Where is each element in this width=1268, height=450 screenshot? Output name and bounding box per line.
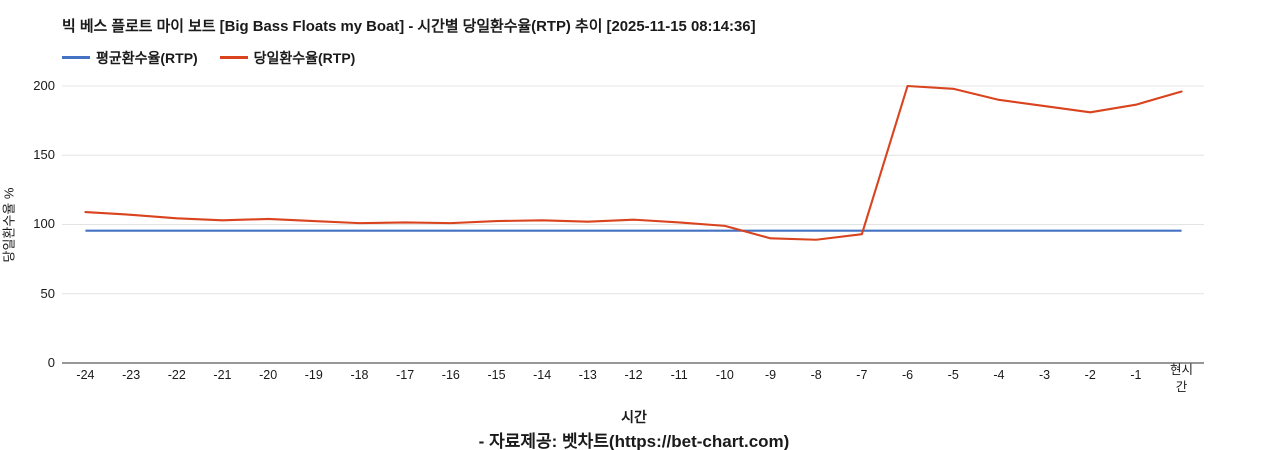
svg-text:-1: -1 xyxy=(1130,368,1141,382)
svg-text:현시: 현시 xyxy=(1170,363,1193,377)
svg-text:-24: -24 xyxy=(76,368,94,382)
svg-text:-2: -2 xyxy=(1085,368,1096,382)
svg-text:0: 0 xyxy=(48,355,55,370)
svg-text:-4: -4 xyxy=(993,368,1004,382)
svg-text:-8: -8 xyxy=(811,368,822,382)
svg-text:100: 100 xyxy=(33,216,55,231)
svg-text:-14: -14 xyxy=(533,368,551,382)
svg-text:간: 간 xyxy=(1176,380,1188,394)
svg-text:150: 150 xyxy=(33,147,55,162)
svg-text:-6: -6 xyxy=(902,368,913,382)
svg-text:-19: -19 xyxy=(305,368,323,382)
svg-text:-12: -12 xyxy=(624,368,642,382)
svg-text:-17: -17 xyxy=(396,368,414,382)
svg-text:200: 200 xyxy=(33,78,55,93)
svg-text:-22: -22 xyxy=(168,368,186,382)
svg-text:-11: -11 xyxy=(671,368,688,382)
svg-text:-7: -7 xyxy=(856,368,867,382)
svg-text:-15: -15 xyxy=(487,368,505,382)
svg-text:-5: -5 xyxy=(948,368,959,382)
svg-text:-20: -20 xyxy=(259,368,277,382)
svg-text:-3: -3 xyxy=(1039,368,1050,382)
svg-text:-18: -18 xyxy=(350,368,368,382)
svg-text:-16: -16 xyxy=(442,368,460,382)
svg-text:-13: -13 xyxy=(579,368,597,382)
svg-text:-9: -9 xyxy=(765,368,776,382)
svg-text:50: 50 xyxy=(41,286,55,301)
svg-text:-21: -21 xyxy=(213,368,231,382)
svg-text:-10: -10 xyxy=(716,368,734,382)
svg-text:-23: -23 xyxy=(122,368,140,382)
